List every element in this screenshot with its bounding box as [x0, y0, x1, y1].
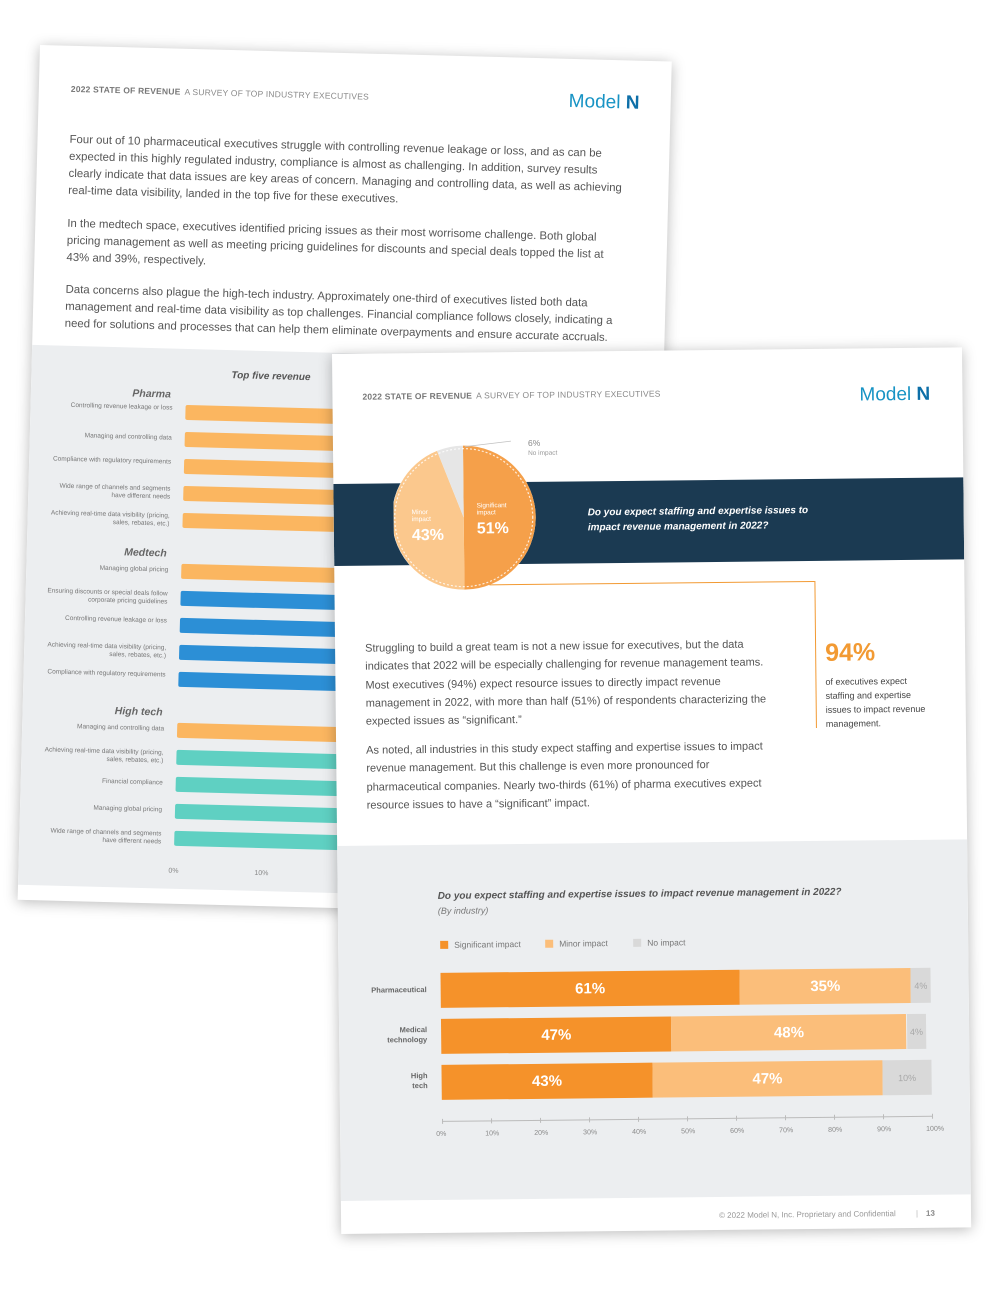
bar-segment: 47% [440, 1016, 672, 1054]
pie-slice-significant [462, 445, 536, 590]
front-paragraph-2: As noted, all industries in this study e… [366, 740, 763, 812]
back-row-label: Achieving real-time data visibility (pri… [50, 509, 170, 528]
x-axis-tick: 20% [534, 1129, 549, 1137]
x-axis-tick-mark [540, 1117, 542, 1123]
x-axis-tick: 40% [632, 1128, 647, 1136]
legend-item: Significant impact [440, 939, 521, 950]
bar-segment: 47% [652, 1060, 883, 1098]
back-row-label: Wide range of channels and segments have… [50, 827, 162, 846]
x-axis-tick-mark [442, 1118, 444, 1124]
bar-segment: 10% [882, 1059, 932, 1096]
x-axis-tick: 70% [779, 1127, 794, 1135]
x-axis-tick-mark [638, 1116, 640, 1122]
back-axis-tick: 0% [168, 867, 179, 875]
stacked-chart-subtitle: (By industry) [437, 905, 489, 916]
x-axis-tick: 50% [681, 1128, 696, 1136]
x-axis-tick: 0% [436, 1130, 447, 1138]
impact-pie-chart [392, 440, 536, 590]
bar-segment: 35% [739, 967, 912, 1005]
legend-label: Minor impact [559, 938, 608, 949]
back-axis-tick: 10% [254, 869, 269, 878]
category-label: High tech [410, 1071, 428, 1091]
front-paragraph-1: Struggling to build a great team is not … [365, 638, 767, 728]
x-axis-tick-mark [491, 1118, 493, 1124]
x-axis-tick: 60% [730, 1127, 745, 1135]
page-number: 13 [925, 1208, 935, 1218]
x-axis-tick-mark [931, 1113, 934, 1119]
back-chart-title: Top five revenue [231, 370, 311, 384]
callout-line-v [814, 580, 817, 728]
back-page-header: 2022 STATE OF REVENUE A SURVEY OF TOP IND… [70, 83, 370, 102]
x-axis-tick-mark [833, 1114, 836, 1120]
legend-label: No impact [647, 937, 686, 948]
back-paragraph-1: Four out of 10 pharmaceutical executives… [68, 133, 623, 206]
x-axis-tick-mark [687, 1116, 689, 1122]
back-page-logo: Model N [568, 90, 640, 114]
pie-significant-label: Significant impact [476, 502, 507, 517]
legend-swatch [440, 940, 449, 949]
front-page-logo: Model N [859, 383, 931, 406]
x-axis-tick: 80% [828, 1126, 843, 1134]
bar-segment: 48% [671, 1014, 907, 1052]
pie-significant-value: 51% [476, 520, 509, 538]
pie-slice-no [437, 445, 464, 518]
front-page-header: 2022 STATE OF REVENUE A SURVEY OF TOP IND… [362, 388, 661, 402]
x-axis-tick: 30% [583, 1129, 598, 1137]
x-axis-tick-mark [589, 1117, 591, 1123]
bar-segment: 4% [910, 967, 931, 1003]
x-axis-tick-mark [735, 1115, 738, 1121]
callout-text: of executives expect staffing and expert… [825, 675, 926, 729]
back-row-label: Wide range of channels and segments have… [59, 482, 171, 501]
pie-no-value: 6% [527, 437, 541, 448]
front-page: 2022 STATE OF REVENUE A SURVEY OF TOP IND… [332, 347, 972, 1234]
bar-segment: 61% [440, 969, 740, 1008]
back-group-title: High tech [114, 705, 163, 719]
callout-value: 94% [825, 638, 876, 667]
category-label: Pharmaceutical [371, 985, 427, 995]
legend-item: No impact [633, 937, 685, 948]
legend-swatch [545, 939, 554, 948]
pie-minor-value: 43% [411, 526, 445, 545]
footer-divider: | [915, 1208, 919, 1218]
back-paragraph-2: In the medtech space, executives identif… [66, 217, 604, 268]
back-row-label: Ensuring discounts or special deals foll… [47, 587, 168, 606]
bar-segment: 43% [441, 1062, 653, 1100]
bar-segment: 4% [906, 1013, 927, 1050]
x-axis-tick-mark [882, 1114, 885, 1120]
x-axis-tick: 10% [485, 1130, 500, 1138]
banner-question: Do you expect staffing and expertise iss… [587, 505, 809, 534]
legend-item: Minor impact [545, 938, 608, 949]
legend-swatch [633, 938, 642, 947]
pie-no-label: No impact [528, 449, 558, 457]
back-group-title: Pharma [132, 387, 172, 401]
x-axis-tick-mark [784, 1115, 787, 1121]
pie-slice-minor [392, 450, 465, 590]
legend-label: Significant impact [454, 939, 521, 950]
category-label: Medical technology [387, 1025, 428, 1045]
back-row-label: Achieving real-time data visibility (pri… [44, 746, 164, 765]
back-paragraph-3: Data concerns also plague the high-tech … [64, 283, 613, 344]
pie-minor-label: Minor impact [411, 509, 431, 524]
back-chart [40, 45, 672, 62]
x-axis-tick: 90% [877, 1126, 892, 1134]
back-row-label: Achieving real-time data visibility (pri… [47, 641, 167, 660]
footer-text: © 2022 Model N, Inc. Proprietary and Con… [718, 1209, 896, 1220]
x-axis-tick: 100% [926, 1125, 945, 1133]
